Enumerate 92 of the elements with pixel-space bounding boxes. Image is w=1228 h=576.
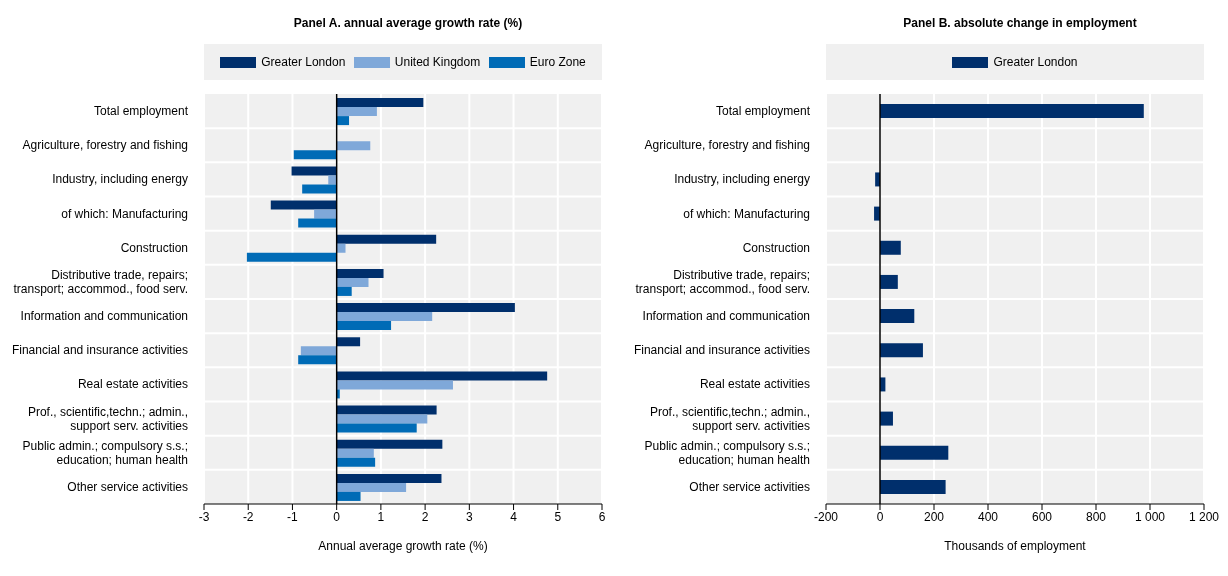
- x-tick-label: 6: [598, 509, 606, 524]
- bar: [336, 312, 433, 322]
- y-tick-label: Information and communication: [642, 309, 810, 324]
- bar: [336, 414, 428, 424]
- x-tick-label: -200: [813, 509, 839, 524]
- bar: [246, 252, 337, 262]
- y-tick-label: Agriculture, forestry and fishing: [644, 138, 810, 153]
- y-tick-label: Prof., scientific,techn.; admin., support serv. activities: [27, 404, 188, 433]
- bar: [336, 303, 515, 313]
- bar: [336, 423, 417, 433]
- x-tick-label: 400: [977, 509, 999, 524]
- bar: [336, 371, 548, 381]
- bar: [298, 355, 337, 365]
- bar: [270, 200, 337, 210]
- y-tick-label: Construction: [120, 240, 188, 255]
- y-tick-label: Public admin.; compulsory s.s.; education; human health: [22, 438, 188, 467]
- bar: [880, 104, 1144, 119]
- bar: [300, 346, 337, 356]
- x-tick-label: 1: [377, 509, 385, 524]
- legend-label: United Kingdom: [393, 55, 481, 69]
- x-tick-label: 0: [876, 509, 884, 524]
- bar: [336, 482, 407, 492]
- y-tick-label: of which: Manufacturing: [683, 206, 810, 221]
- bar: [336, 457, 376, 467]
- bar: [336, 491, 361, 501]
- y-tick-label: Total employment: [715, 104, 811, 119]
- bar: [880, 240, 901, 255]
- bar: [336, 107, 377, 117]
- bar: [293, 150, 337, 160]
- legend-label: Greater London: [992, 55, 1078, 69]
- bar: [302, 184, 337, 194]
- bar: [298, 218, 337, 228]
- bar: [336, 286, 352, 296]
- x-tick-label: 1 000: [1134, 509, 1166, 524]
- bar: [880, 343, 923, 358]
- y-tick-label: Other service activities: [689, 479, 810, 494]
- bar: [336, 473, 442, 483]
- bar: [336, 234, 437, 244]
- x-tick-label: 0: [333, 509, 341, 524]
- x-axis-title: Annual average growth rate (%): [318, 539, 488, 553]
- bar: [336, 448, 374, 458]
- bar: [880, 445, 949, 460]
- x-tick-label: 200: [923, 509, 945, 524]
- y-tick-label: Distributive trade, repairs; transport; accommod., food serv.: [13, 267, 188, 296]
- y-tick-label: Prof., scientific,techn.; admin., support serv. activities: [649, 404, 810, 433]
- y-tick-label: of which: Manufacturing: [61, 206, 188, 221]
- bar: [336, 116, 350, 126]
- bar: [336, 321, 392, 331]
- y-tick-label: Real estate activities: [699, 377, 810, 392]
- bar: [336, 405, 437, 415]
- bar: [880, 309, 915, 324]
- x-tick-label: 600: [1031, 509, 1053, 524]
- y-tick-label: Public admin.; compulsory s.s.; education; human health: [644, 438, 810, 467]
- bar: [291, 166, 337, 176]
- chart-title: Panel A. annual average growth rate (%): [292, 16, 524, 30]
- x-tick-label: 2: [421, 509, 429, 524]
- x-tick-label: -3: [198, 509, 210, 524]
- y-tick-label: Real estate activities: [77, 377, 188, 392]
- y-tick-label: Industry, including energy: [52, 172, 188, 187]
- y-tick-label: Distributive trade, repairs; transport; accommod., food serv.: [635, 267, 810, 296]
- chart-title: Panel B. absolute change in employment: [902, 16, 1138, 30]
- bar: [880, 479, 946, 494]
- bar: [336, 380, 453, 390]
- y-tick-label: Construction: [742, 240, 810, 255]
- bar: [880, 411, 893, 426]
- x-tick-label: -2: [242, 509, 254, 524]
- bar: [336, 98, 424, 108]
- y-tick-label: Information and communication: [20, 309, 188, 324]
- x-tick-label: 1 200: [1188, 509, 1220, 524]
- x-tick-label: 4: [510, 509, 518, 524]
- y-tick-label: Total employment: [93, 104, 189, 119]
- x-axis-title: Thousands of employment: [944, 539, 1087, 553]
- x-tick-label: 800: [1085, 509, 1107, 524]
- bar: [336, 439, 443, 449]
- y-tick-label: Other service activities: [67, 479, 188, 494]
- bar: [880, 274, 898, 289]
- bar: [336, 389, 340, 399]
- y-tick-label: Financial and insurance activities: [633, 343, 810, 358]
- y-tick-label: Financial and insurance activities: [11, 343, 188, 358]
- bar: [336, 141, 371, 151]
- x-tick-label: -1: [287, 509, 299, 524]
- x-tick-label: 3: [465, 509, 473, 524]
- bar: [336, 243, 346, 253]
- bar: [336, 337, 361, 347]
- y-tick-label: Agriculture, forestry and fishing: [22, 138, 188, 153]
- x-tick-label: 5: [554, 509, 562, 524]
- legend-label: Euro Zone: [528, 55, 586, 69]
- y-tick-label: Industry, including energy: [674, 172, 810, 187]
- bar: [336, 268, 384, 278]
- bar: [314, 209, 337, 219]
- bar: [336, 277, 369, 287]
- legend-label: Greater London: [260, 55, 346, 69]
